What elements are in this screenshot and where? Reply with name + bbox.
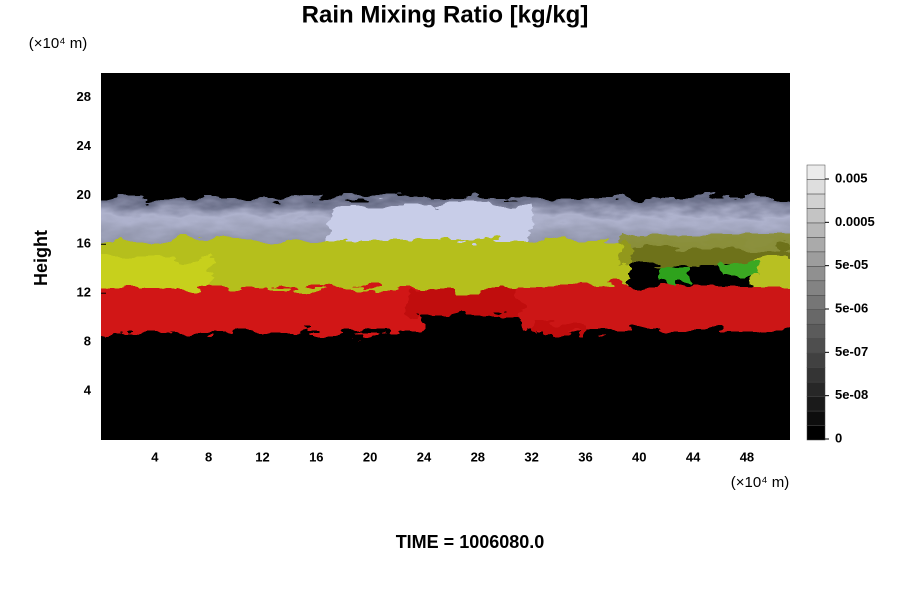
y-tick-label: 24 (77, 138, 92, 153)
x-tick-label: 20 (363, 449, 377, 464)
x-tick-label: 48 (740, 449, 754, 464)
colorbar-tick-label: 5e-05 (835, 257, 868, 272)
x-tick-label: 44 (686, 449, 701, 464)
y-unit: (×10⁴ m) (29, 35, 88, 52)
colorbar-tick-label: 5e-07 (835, 344, 868, 359)
colorbar-step (806, 338, 826, 354)
colorbar-step (806, 280, 826, 296)
colorbar-step (806, 352, 826, 368)
y-tick-label: 4 (84, 383, 92, 398)
y-tick-label: 28 (77, 89, 91, 104)
colorbar-tick-label: 0.0005 (835, 214, 875, 229)
x-tick-label: 16 (309, 449, 323, 464)
x-tick-label: 28 (471, 449, 485, 464)
x-tick-label: 4 (151, 449, 159, 464)
colorbar-tick-label: 0 (835, 430, 842, 445)
y-tick-label: 20 (77, 187, 91, 202)
colorbar-step (806, 179, 826, 195)
y-tick-label: 16 (77, 236, 91, 251)
x-tick-label: 32 (524, 449, 538, 464)
colorbar-step (806, 323, 826, 339)
chart-title: Rain Mixing Ratio [kg/kg] (302, 1, 589, 28)
colorbar-step (806, 410, 826, 426)
x-tick-label: 12 (255, 449, 269, 464)
colorbar-tick-label: 5e-08 (835, 387, 868, 402)
y-tick-label: 12 (77, 285, 91, 300)
y-tick-label: 8 (84, 334, 91, 349)
colorbar-step (806, 381, 826, 397)
footer-time: TIME = 1006080.0 (396, 532, 545, 552)
colorbar-step (806, 237, 826, 253)
colorbar-step (806, 309, 826, 325)
colorbar-step (806, 425, 826, 441)
colorbar-step (806, 295, 826, 310)
colorbar-tick-label: 5e-06 (835, 300, 868, 315)
x-tick-label: 36 (578, 449, 592, 464)
x-tick-label: 8 (205, 449, 212, 464)
x-unit: (×10⁴ m) (731, 474, 790, 491)
colorbar-step (806, 266, 826, 282)
y-axis-label: Height (31, 230, 51, 286)
colorbar-step (806, 367, 826, 383)
colorbar-step (806, 222, 826, 238)
x-tick-label: 24 (417, 449, 432, 464)
colorbar-step (806, 193, 826, 209)
colorbar-step (806, 208, 826, 224)
colorbar-step (806, 251, 826, 267)
colorbar-step (806, 164, 826, 180)
x-tick-label: 40 (632, 449, 646, 464)
colorbar-tick-label: 0.005 (835, 170, 868, 185)
colorbar-step (806, 396, 826, 412)
field-render (101, 198, 790, 334)
